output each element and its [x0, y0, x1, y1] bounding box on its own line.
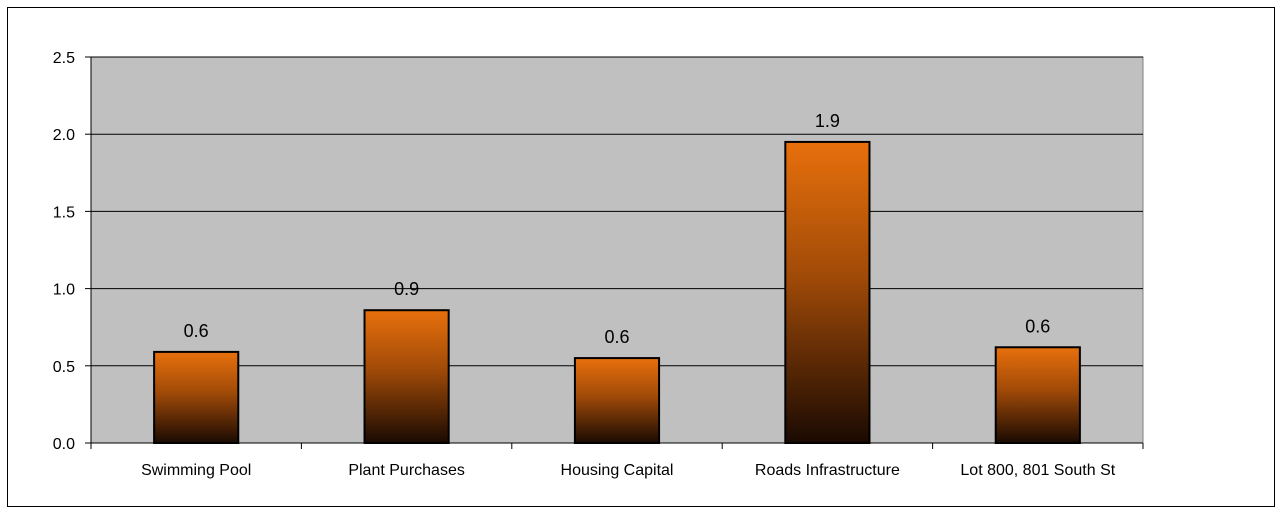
bar — [784, 140, 871, 444]
labels: 0.0 0.5 1.0 1.5 2.0 2.5 0.6 Swimming Pool 0.9 Pla… — [53, 50, 1116, 479]
y-tick-label: 0.5 — [53, 359, 75, 376]
y-tick-label: 2.5 — [53, 50, 75, 67]
data-label: 0.6 — [184, 321, 209, 341]
gridlines — [91, 56, 1143, 367]
x-tick-label: Lot 800, 801 South St — [960, 462, 1115, 479]
y-tick-label: 2.0 — [53, 127, 75, 144]
x-tick-label: Roads Infrastructure — [755, 462, 900, 479]
bar — [573, 357, 661, 444]
data-label: 0.6 — [1025, 316, 1050, 336]
x-tick-label: Housing Capital — [561, 462, 674, 479]
data-label: 1.9 — [815, 111, 840, 131]
bar — [363, 309, 450, 444]
bar — [994, 346, 1081, 444]
y-tick-label: 0.0 — [53, 436, 75, 453]
x-tick-label: Plant Purchases — [348, 462, 465, 479]
bar — [153, 350, 240, 444]
y-tick-label: 1.0 — [53, 282, 75, 299]
bars — [153, 140, 1081, 444]
x-tick-label: Swimming Pool — [141, 462, 251, 479]
y-tick-label: 1.5 — [53, 204, 75, 221]
data-label: 0.6 — [604, 327, 629, 347]
data-label: 0.9 — [394, 279, 419, 299]
